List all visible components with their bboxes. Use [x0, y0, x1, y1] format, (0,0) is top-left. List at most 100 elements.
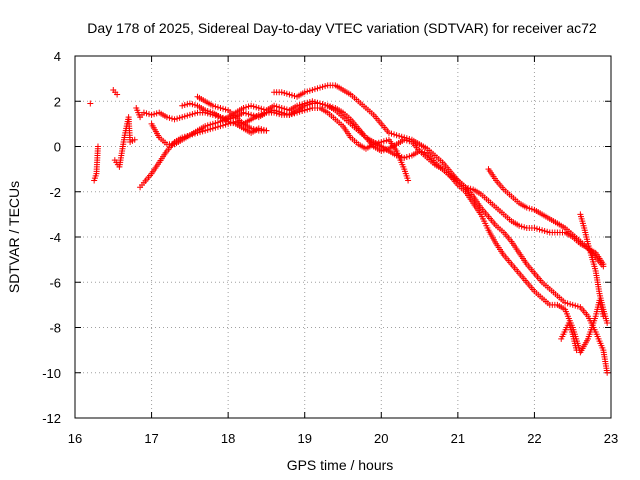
data-point — [94, 143, 101, 150]
data-point — [171, 116, 178, 123]
data-point — [416, 148, 423, 155]
data-point — [271, 102, 278, 109]
data-point — [604, 369, 611, 376]
data-point — [273, 110, 280, 117]
data-point — [396, 153, 403, 160]
y-axis-label: SDTVAR / TECUs — [6, 181, 22, 293]
data-point — [245, 103, 252, 110]
data-point — [393, 132, 400, 139]
data-point — [419, 148, 426, 155]
x-tick-label: 22 — [527, 431, 541, 446]
data-point — [304, 99, 311, 106]
data-point — [214, 119, 221, 126]
data-point — [230, 120, 237, 127]
x-tick-label: 18 — [221, 431, 235, 446]
data-point — [319, 83, 326, 90]
data-point — [403, 135, 410, 142]
data-point — [521, 224, 528, 231]
data-point — [562, 299, 569, 306]
x-tick-label: 16 — [68, 431, 82, 446]
data-point — [398, 154, 405, 161]
data-point — [186, 100, 193, 107]
data-point — [148, 111, 155, 118]
data-point — [151, 111, 158, 118]
y-tick-label: -6 — [49, 275, 61, 290]
series-track-a — [87, 86, 138, 184]
x-tick-label: 21 — [451, 431, 465, 446]
x-axis-label: GPS time / hours — [287, 457, 394, 473]
data-point — [174, 115, 181, 122]
data-point — [222, 106, 229, 113]
data-point — [189, 101, 196, 108]
data-point — [526, 205, 533, 212]
data-point — [191, 102, 198, 109]
data-point — [114, 91, 121, 98]
data-point — [202, 123, 209, 130]
data-point — [255, 105, 262, 112]
data-point — [288, 92, 295, 99]
data-point — [299, 108, 306, 115]
data-point — [250, 126, 257, 133]
data-point — [533, 225, 540, 232]
data-point — [166, 114, 173, 121]
data-point — [202, 107, 209, 114]
data-point — [604, 319, 611, 326]
data-point — [516, 222, 523, 229]
y-tick-label: 2 — [54, 94, 61, 109]
data-point — [393, 152, 400, 159]
data-point — [181, 113, 188, 120]
data-point — [278, 105, 285, 112]
data-point — [179, 102, 186, 109]
data-points — [87, 82, 611, 376]
data-point — [296, 102, 303, 109]
data-point — [314, 85, 321, 92]
data-point — [405, 177, 412, 184]
data-point — [574, 303, 581, 310]
data-point — [406, 135, 413, 142]
data-point — [209, 102, 216, 109]
data-point — [541, 227, 548, 234]
data-point — [245, 111, 252, 118]
data-point — [227, 119, 234, 126]
data-point — [306, 99, 313, 106]
y-tick-label: 4 — [54, 49, 61, 64]
data-point — [406, 153, 413, 160]
y-tick-label: -8 — [49, 321, 61, 336]
data-point — [220, 122, 227, 129]
y-tick-label: 0 — [54, 140, 61, 155]
data-point — [140, 109, 147, 116]
x-tick-label: 20 — [374, 431, 388, 446]
y-tick-label: -2 — [49, 185, 61, 200]
data-point — [286, 91, 293, 98]
data-point — [278, 89, 285, 96]
data-point — [322, 83, 329, 90]
data-point — [263, 127, 270, 134]
data-point — [253, 126, 260, 133]
data-point — [518, 223, 525, 230]
data-point — [544, 228, 551, 235]
data-point — [531, 224, 538, 231]
data-point — [179, 114, 186, 121]
data-point — [189, 111, 196, 118]
data-point — [398, 133, 405, 140]
data-point — [564, 300, 571, 307]
data-point — [528, 206, 535, 213]
data-point — [248, 125, 255, 132]
data-point — [385, 129, 392, 136]
grid-lines — [75, 56, 611, 418]
data-point — [569, 301, 576, 308]
data-point — [317, 84, 324, 91]
data-point — [163, 114, 170, 121]
data-point — [301, 100, 308, 107]
data-point — [207, 108, 214, 115]
data-point — [186, 111, 193, 118]
data-point — [600, 263, 607, 270]
data-point — [467, 185, 474, 192]
data-point — [401, 134, 408, 141]
data-point — [309, 98, 316, 105]
data-point — [391, 131, 398, 138]
data-point — [573, 347, 580, 354]
data-point — [273, 103, 280, 110]
data-point — [204, 122, 211, 129]
data-point — [322, 102, 329, 109]
